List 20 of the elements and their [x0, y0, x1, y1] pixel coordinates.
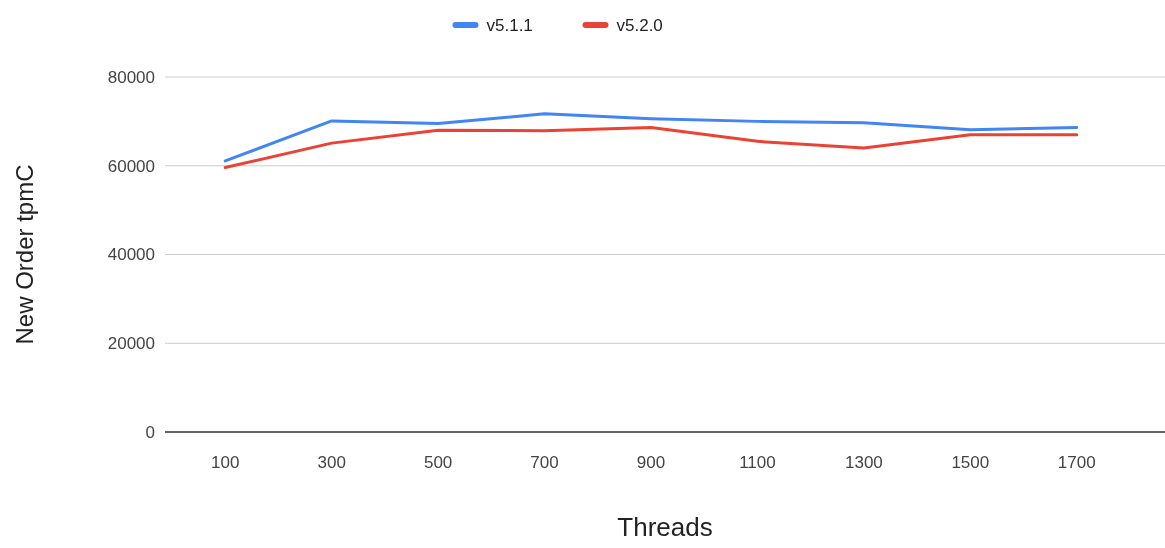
x-axis-title: Threads	[617, 512, 713, 542]
y-tick-label: 20000	[107, 334, 155, 354]
x-tick-label: 1300	[844, 452, 883, 472]
y-tick-label: 80000	[107, 67, 155, 87]
x-tick-label: 100	[211, 452, 240, 472]
x-tick-label: 700	[530, 452, 559, 472]
y-tick-label: 40000	[107, 245, 155, 265]
line-series	[223, 112, 1079, 163]
x-tick-label: 1100	[739, 452, 776, 472]
legend-label: v5.2.0	[616, 15, 663, 35]
x-tick-label: 1500	[951, 452, 990, 472]
x-tick-label: 500	[423, 452, 453, 472]
y-tick-label: 0	[145, 422, 155, 442]
x-tick-label: 300	[317, 452, 346, 472]
legend-label: v5.1.1	[486, 15, 533, 35]
y-axis-title: New Order tpmC	[11, 164, 38, 345]
x-tick-label: 900	[636, 452, 666, 472]
x-tick-label: 1700	[1057, 452, 1096, 472]
line-series	[223, 126, 1079, 170]
y-tick-label: 60000	[107, 156, 155, 176]
